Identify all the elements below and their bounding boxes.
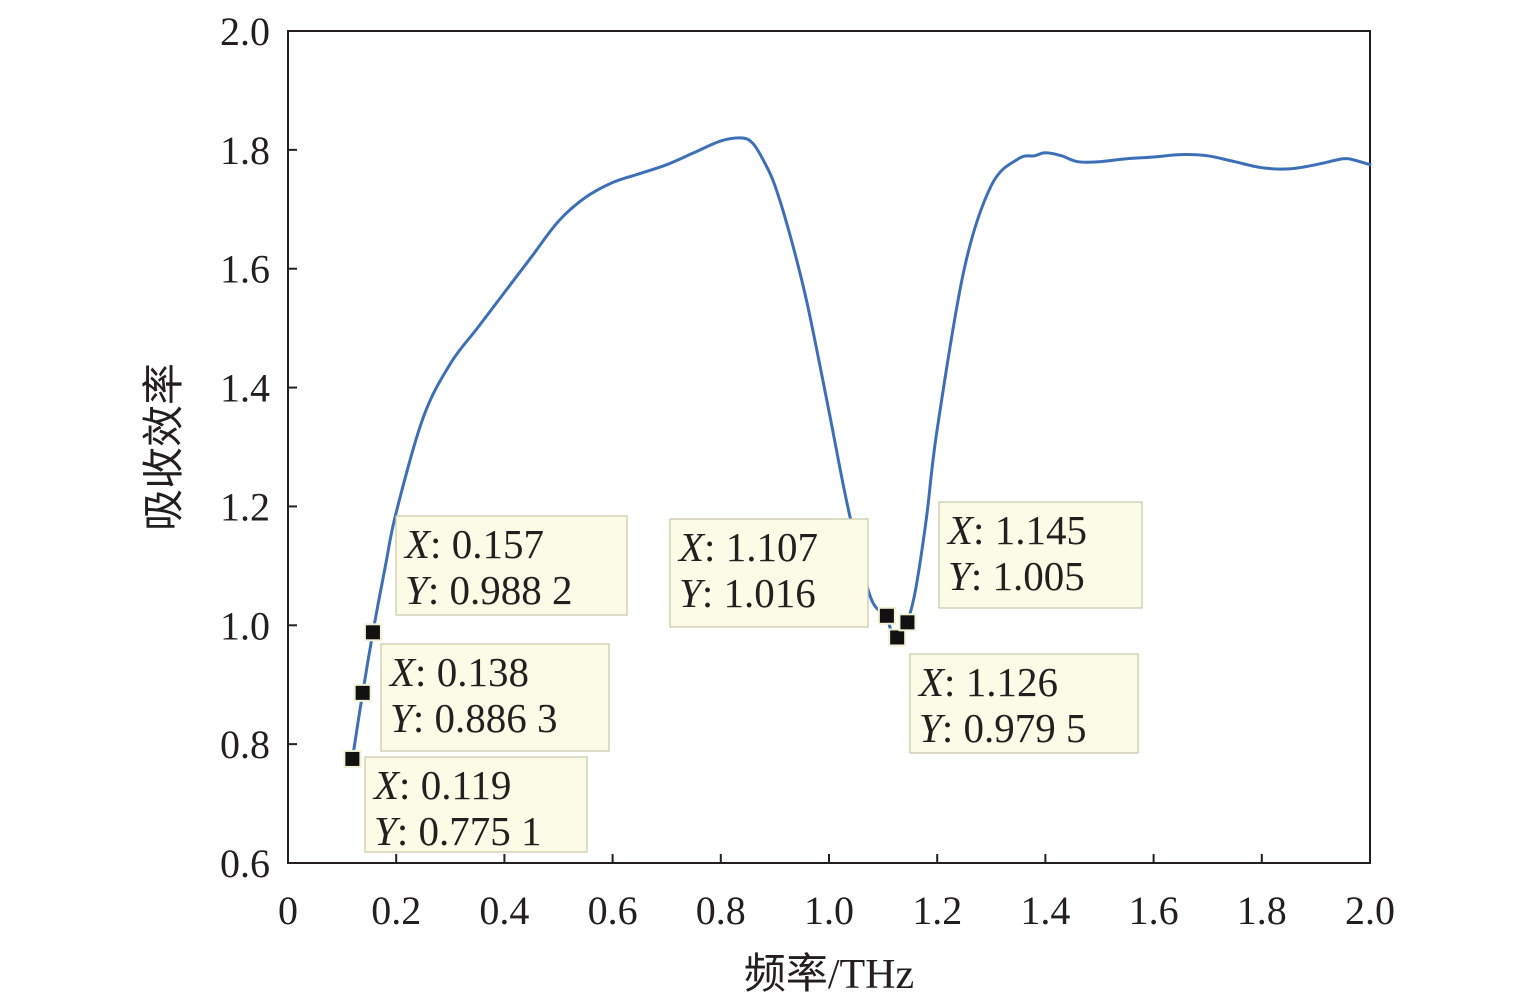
y-axis-title: 吸收效率: [141, 363, 188, 531]
data-point-marker: [363, 623, 382, 642]
y-tick-label: 1.2: [220, 484, 270, 529]
data-point-marker: [353, 683, 372, 702]
data-tip-box: [669, 518, 869, 628]
y-tick-label: 1.8: [220, 128, 270, 173]
data-tip-y: Y: 0.988 2: [405, 567, 572, 613]
data-tip-x: X: 0.119: [372, 762, 511, 808]
x-tick-label: 0.4: [479, 888, 529, 933]
data-tip-box: [395, 515, 628, 616]
x-tick-label: 2.0: [1345, 888, 1395, 933]
y-tick-label: 0.6: [220, 841, 270, 886]
data-tip-x: X: 0.138: [388, 649, 529, 695]
y-tick-label: 1.6: [220, 247, 270, 292]
x-tick-label: 1.2: [912, 888, 962, 933]
data-tip-box: [364, 756, 588, 853]
data-tip-y: Y: 1.016: [679, 570, 816, 616]
data-tip-box: [909, 653, 1139, 754]
x-tick-label: 1.4: [1020, 888, 1070, 933]
x-tick-label: 0.6: [588, 888, 638, 933]
data-point-marker: [898, 613, 917, 632]
data-tip-x: X: 1.145: [946, 507, 1087, 553]
data-tip-y: Y: 1.005: [948, 553, 1085, 599]
data-tip-y: Y: 0.775 1: [374, 808, 541, 854]
x-axis-title: 频率/THz: [744, 951, 914, 998]
data-tip-y: Y: 0.979 5: [919, 705, 1086, 751]
data-tip-x: X: 1.107: [677, 524, 818, 570]
data-tip-y: Y: 0.886 3: [390, 695, 557, 741]
x-tick-label: 1.6: [1129, 888, 1179, 933]
data-point-marker: [877, 606, 896, 625]
x-tick-label: 0: [278, 888, 298, 933]
y-tick-label: 0.8: [220, 722, 270, 767]
data-tip-x: X: 1.126: [917, 659, 1058, 705]
data-markers: [343, 606, 917, 768]
x-axis: 0 0.2 0.4 0.6 0.8 1.0 1.2 1.4 1.6 1.8 2.0: [278, 854, 1395, 933]
data-point-marker: [888, 628, 907, 647]
y-tick-label: 1.4: [220, 366, 270, 411]
data-tip-x: X: 0.157: [403, 521, 544, 567]
data-tip-box: [380, 643, 610, 752]
x-tick-label: 0.2: [371, 888, 421, 933]
y-axis: 0.6 0.8 1.0 1.2 1.4 1.6 1.8 2.0: [220, 9, 297, 886]
x-tick-label: 1.8: [1237, 888, 1287, 933]
data-point-marker: [343, 749, 362, 768]
data-tip-box: [938, 501, 1143, 609]
x-tick-label: 1.0: [804, 888, 854, 933]
y-tick-label: 1.0: [220, 603, 270, 648]
y-tick-label: 2.0: [220, 9, 270, 54]
x-tick-label: 0.8: [696, 888, 746, 933]
